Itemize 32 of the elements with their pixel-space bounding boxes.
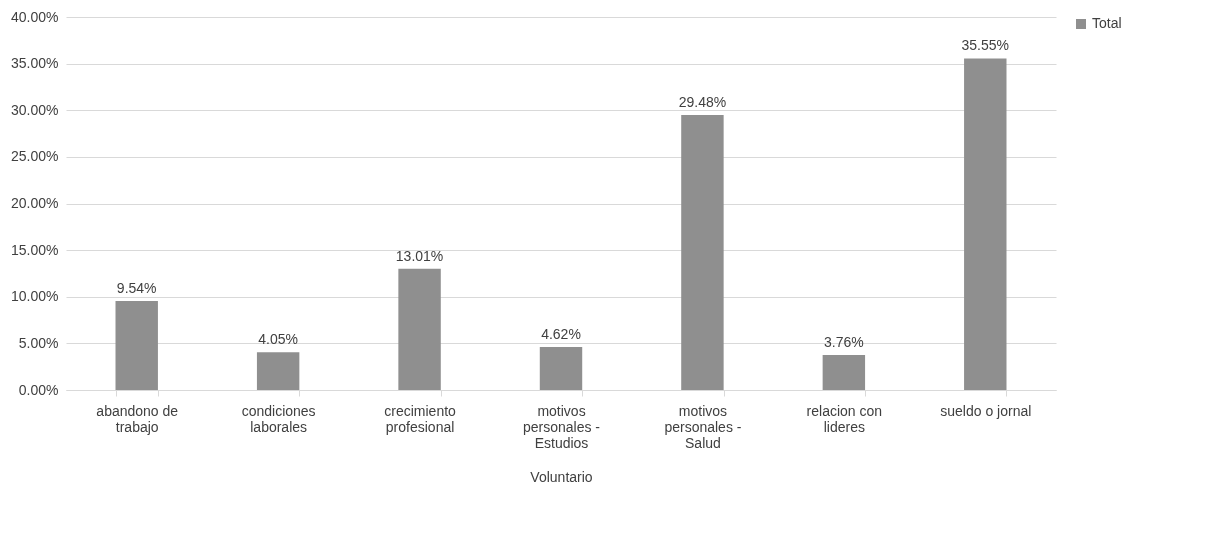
x-tick-label: relacion con lideres — [806, 402, 883, 435]
data-label: 29.48% — [678, 94, 727, 111]
x-tick-label: condiciones laborales — [241, 402, 316, 435]
y-tick-label: 15.00% — [11, 241, 59, 258]
x-tick-label: sueldo o jornal — [940, 402, 1032, 419]
y-tick-label: 25.00% — [11, 148, 59, 165]
data-label: 4.05% — [258, 331, 298, 348]
x-tick-label: motivos personales - Estudios — [522, 402, 601, 451]
y-tick-label: 20.00% — [11, 195, 59, 211]
data-label: 3.76% — [824, 333, 864, 350]
bar — [398, 268, 441, 390]
bar — [964, 58, 1007, 390]
legend-label: Total — [1092, 15, 1122, 31]
x-tick-label: abandono de trabajo — [96, 402, 179, 435]
x-tick-label: crecimiento profesional — [384, 402, 457, 435]
y-tick-label: 0.00% — [18, 381, 59, 398]
bar — [256, 352, 300, 390]
bar — [822, 354, 866, 390]
data-label: 13.01% — [395, 247, 444, 264]
x-tick-label: motivos personales - Salud — [664, 402, 742, 451]
y-tick-label: 35.00% — [11, 55, 59, 72]
bar — [115, 301, 158, 390]
y-tick-label: 5.00% — [18, 334, 59, 351]
y-tick-label: 10.00% — [11, 288, 59, 305]
bar — [539, 346, 583, 390]
x-axis-title: Voluntario — [530, 468, 593, 485]
y-tick-label: 40.00% — [11, 8, 59, 25]
y-tick-label: 30.00% — [11, 101, 59, 118]
data-label: 35.55% — [961, 37, 1010, 54]
bar — [681, 115, 724, 390]
data-label: 9.54% — [116, 280, 157, 297]
data-label: 4.62% — [541, 325, 581, 342]
